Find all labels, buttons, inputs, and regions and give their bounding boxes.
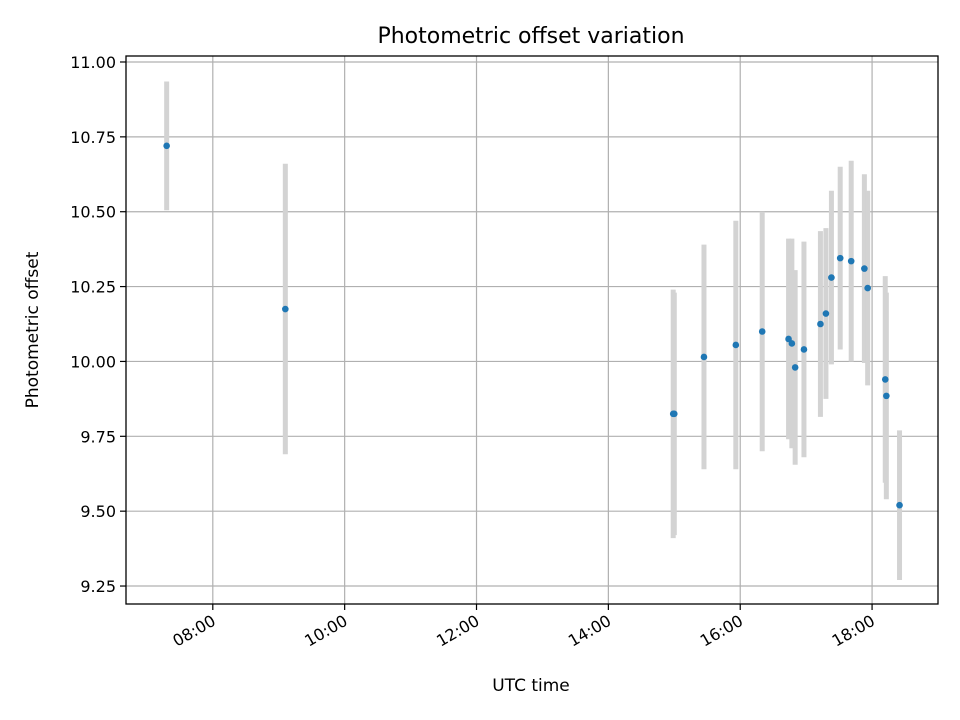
data-point bbox=[670, 410, 678, 418]
data-point bbox=[788, 340, 796, 347]
data-point bbox=[864, 284, 871, 292]
y-tick-label: 9.25 bbox=[80, 577, 116, 596]
data-point bbox=[732, 341, 740, 349]
data-point bbox=[817, 320, 824, 328]
x-tick-label: 12:00 bbox=[433, 611, 482, 651]
y-tick-label: 10.75 bbox=[70, 128, 116, 147]
x-tick-label: 10:00 bbox=[301, 611, 350, 651]
y-tick-label: 10.50 bbox=[70, 203, 116, 222]
y-tick-label: 11.00 bbox=[70, 53, 116, 72]
data-point bbox=[758, 328, 766, 335]
y-tick-label: 10.25 bbox=[70, 278, 116, 297]
data-point bbox=[881, 376, 889, 383]
data-point bbox=[163, 142, 170, 150]
data-point bbox=[822, 310, 830, 317]
x-tick-label: 14:00 bbox=[565, 611, 614, 651]
data-point bbox=[861, 265, 868, 272]
data-point bbox=[883, 392, 890, 400]
y-axis: 9.25 9.50 9.75 10.00 10.25 10.50 10.75 11.00 bbox=[70, 53, 126, 596]
y-axis-label: Photometric offset bbox=[23, 251, 43, 408]
x-tick-label: 16:00 bbox=[697, 611, 746, 651]
y-tick-label: 9.50 bbox=[80, 502, 116, 521]
data-point bbox=[700, 353, 708, 361]
data-point bbox=[828, 274, 835, 281]
data-point bbox=[282, 305, 289, 313]
plot-frame bbox=[125, 55, 939, 605]
data-points bbox=[163, 142, 903, 509]
x-axis-label: UTC time bbox=[492, 676, 570, 696]
x-axis: 08:00 10:00 12:00 14:00 16:00 18:00 bbox=[169, 604, 878, 651]
data-point bbox=[847, 257, 855, 265]
y-tick-label: 9.75 bbox=[80, 427, 116, 446]
y-tick-label: 10.00 bbox=[70, 352, 116, 371]
x-tick-label: 18:00 bbox=[829, 611, 878, 651]
data-point bbox=[896, 501, 903, 509]
chart-title: Photometric offset variation bbox=[377, 24, 684, 49]
error-bars bbox=[164, 81, 903, 581]
x-tick-label: 08:00 bbox=[169, 611, 218, 651]
grid bbox=[126, 56, 938, 604]
data-point bbox=[836, 254, 844, 262]
data-point bbox=[800, 346, 808, 353]
data-point bbox=[791, 364, 799, 371]
